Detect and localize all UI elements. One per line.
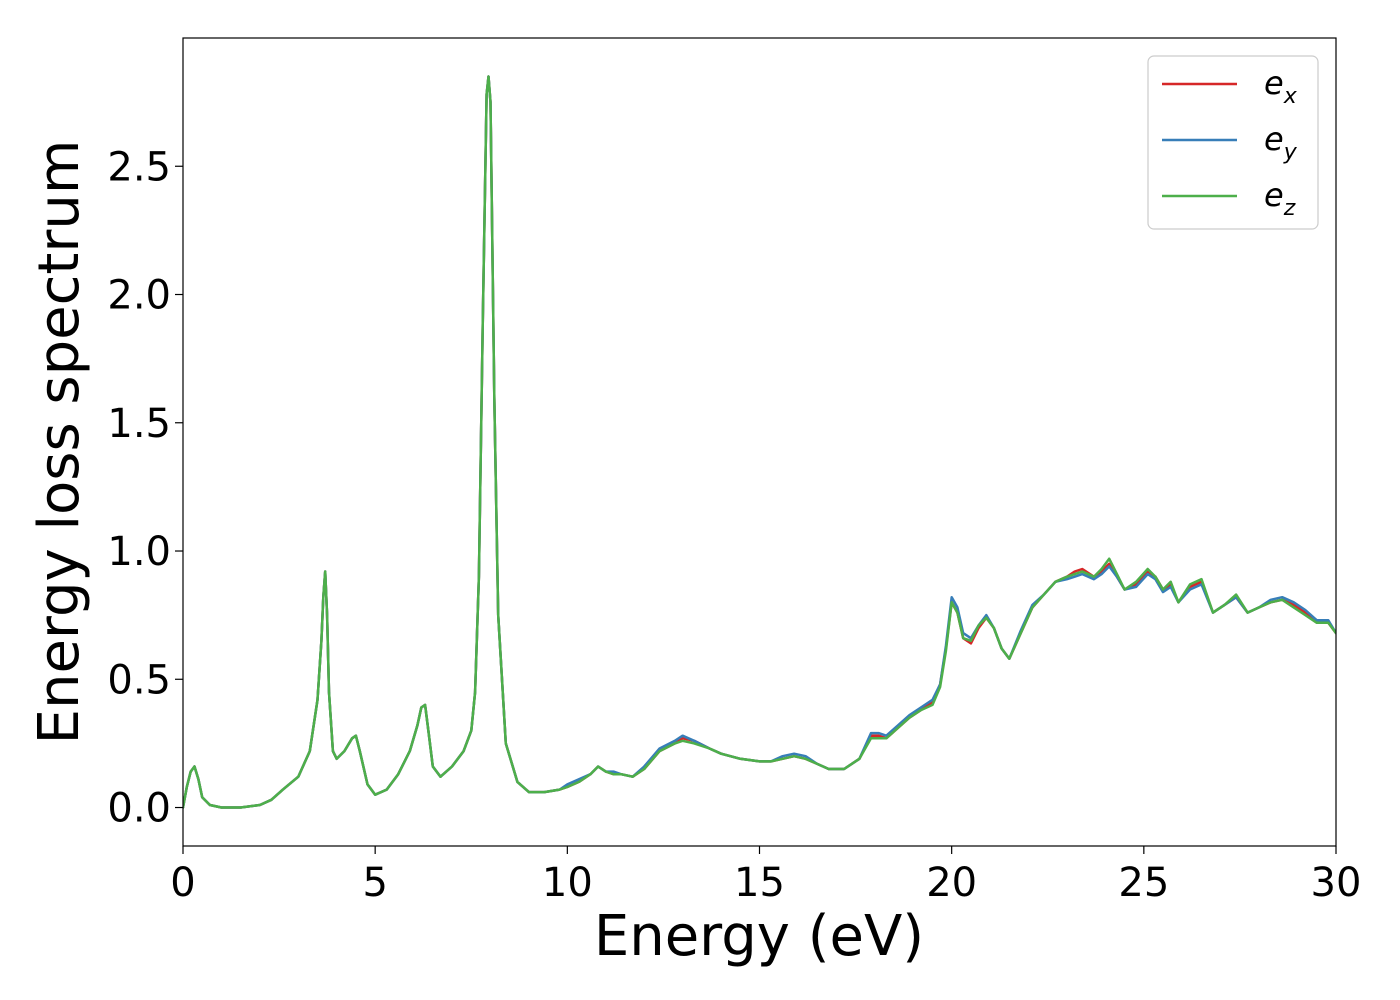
x-tick-label: 10 (542, 860, 593, 906)
y-tick-label: 1.5 (107, 401, 171, 447)
x-axis: 0 5 10 15 20 25 30 (170, 846, 1361, 906)
y-axis-label: Energy loss spectrum (27, 140, 92, 745)
y-tick-label: 2.0 (107, 273, 171, 319)
y-axis: 0.0 0.5 1.0 1.5 2.0 2.5 (107, 144, 183, 832)
plot-area (183, 38, 1336, 846)
y-tick-label: 0.5 (107, 657, 171, 703)
series-line-ez (183, 75, 1336, 809)
x-tick-label: 0 (170, 860, 195, 906)
x-tick-label: 20 (926, 860, 977, 906)
legend-box (1147, 55, 1319, 230)
x-tick-label: 25 (1118, 860, 1169, 906)
series-layer (183, 75, 1336, 809)
legend-label-ex: ex (1264, 64, 1298, 109)
legend-label-base: e (1264, 64, 1284, 102)
legend-label-ey: ey (1264, 120, 1298, 165)
x-tick-label: 5 (362, 860, 387, 906)
legend-label-base: e (1264, 120, 1284, 158)
legend-label-subscript: z (1283, 196, 1296, 221)
legend-label-base: e (1264, 176, 1284, 214)
legend-label-ez: ez (1264, 176, 1296, 221)
y-tick-label: 2.5 (107, 144, 171, 190)
x-tick-label: 30 (1311, 860, 1362, 906)
y-tick-label: 0.0 (107, 786, 171, 832)
legend-label-subscript: x (1283, 84, 1298, 109)
legend-label-subscript: y (1283, 140, 1298, 165)
y-tick-label: 1.0 (107, 529, 171, 575)
x-axis-label: Energy (eV) (594, 904, 924, 969)
x-tick-label: 15 (734, 860, 785, 906)
